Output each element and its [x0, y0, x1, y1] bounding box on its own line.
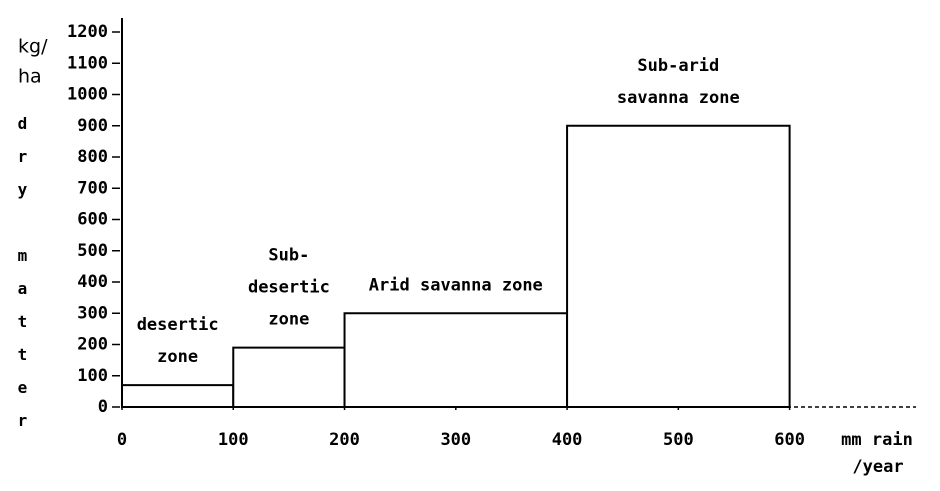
- bar: [232, 346, 346, 408]
- x-tick-label: 600: [774, 430, 805, 450]
- y-tick-label: 800: [77, 147, 108, 167]
- x-tick-label: 200: [329, 430, 360, 450]
- y-tick-label: 300: [77, 303, 108, 323]
- y-axis-unit: kg/: [18, 36, 48, 58]
- y-tick-label: 0: [98, 397, 108, 417]
- y-tick-label: 600: [77, 210, 108, 230]
- y-tick-label: 900: [77, 116, 108, 136]
- bar-label: Sub-: [268, 246, 309, 266]
- y-tick-label: 400: [77, 272, 108, 292]
- y-tick-label: 1200: [67, 22, 108, 42]
- x-tick-label: 0: [117, 430, 127, 450]
- y-tick-label: 200: [77, 335, 108, 355]
- y-axis-unit: ha: [18, 66, 42, 88]
- x-tick-label: 400: [552, 430, 583, 450]
- bar-label: savanna zone: [617, 88, 740, 108]
- x-tick-label: 100: [218, 430, 249, 450]
- y-axis-label: dry matter: [13, 114, 32, 444]
- y-tick-label: 500: [77, 241, 108, 261]
- bar: [121, 384, 235, 408]
- bar: [343, 312, 569, 408]
- y-tick-label: 1000: [67, 85, 108, 105]
- x-axis-label: /year: [852, 457, 903, 477]
- bar-label: desertic: [248, 278, 330, 298]
- bar-label: zone: [157, 347, 198, 367]
- x-axis-label: mm rain: [841, 430, 913, 450]
- bar-label: zone: [268, 310, 309, 330]
- y-tick-label: 100: [77, 366, 108, 386]
- bar-label: Arid savanna zone: [369, 275, 543, 295]
- bar-label: desertic: [137, 315, 219, 335]
- y-tick-label: 700: [77, 178, 108, 198]
- x-tick-label: 300: [440, 430, 471, 450]
- y-tick-label: 1100: [67, 53, 108, 73]
- x-tick-label: 500: [663, 430, 694, 450]
- bar-label: Sub-arid: [637, 56, 719, 76]
- bar: [566, 124, 791, 408]
